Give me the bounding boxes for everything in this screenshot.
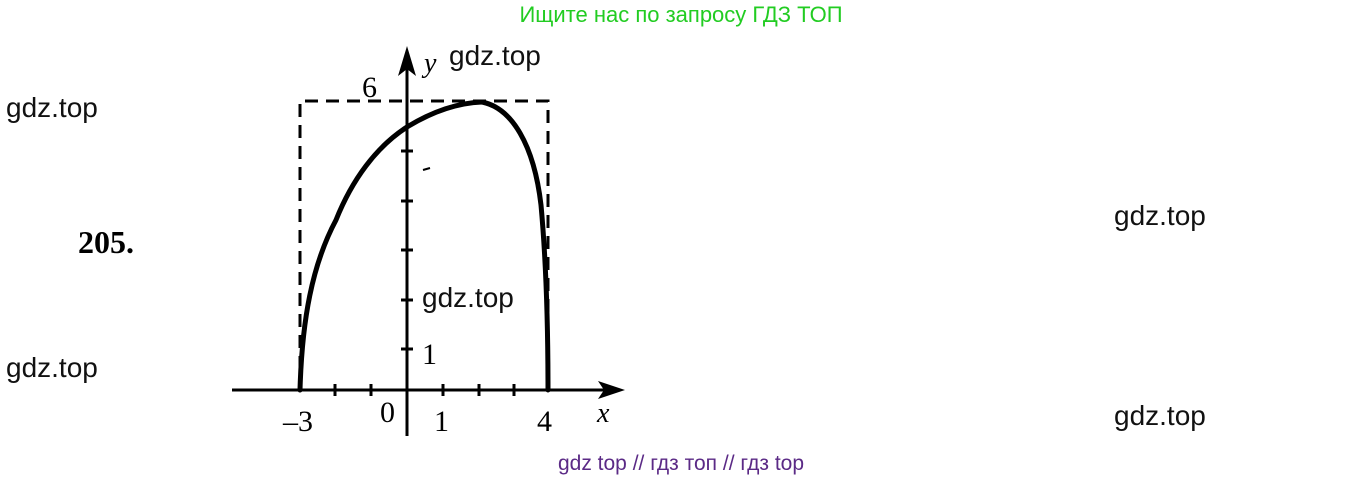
watermark-text: gdz.top [449, 40, 541, 71]
watermark-text: gdz.top [6, 92, 98, 123]
y-axis-label: y [421, 48, 437, 79]
watermark-text: gdz.top [6, 352, 98, 383]
x-label-minus3: –3 [282, 405, 313, 438]
y-label-6: 6 [362, 71, 377, 104]
footer-links: gdz top // гдз топ // гдз top [557, 452, 805, 475]
watermark-text: gdz.top [422, 282, 514, 313]
y-axis-arrow [398, 46, 416, 76]
promo-banner: Ищите нас по запросу ГДЗ ТОП [519, 2, 843, 27]
x-axis-label: x [596, 398, 610, 429]
x-label-4: 4 [537, 405, 552, 438]
x-axis-arrow [598, 381, 625, 399]
y-label-1: 1 [422, 338, 437, 371]
x-label-1: 1 [434, 405, 449, 438]
x-label-0: 0 [380, 396, 395, 429]
dashed-bounding-box [298, 99, 550, 390]
x-ticks [333, 384, 516, 396]
watermark-text: gdz.top [1114, 400, 1206, 431]
y-ticks [401, 149, 413, 351]
function-curve [297, 99, 551, 393]
watermark-text: gdz.top [1114, 200, 1206, 231]
stray-mark [422, 167, 431, 171]
problem-number: 205. [78, 224, 134, 260]
